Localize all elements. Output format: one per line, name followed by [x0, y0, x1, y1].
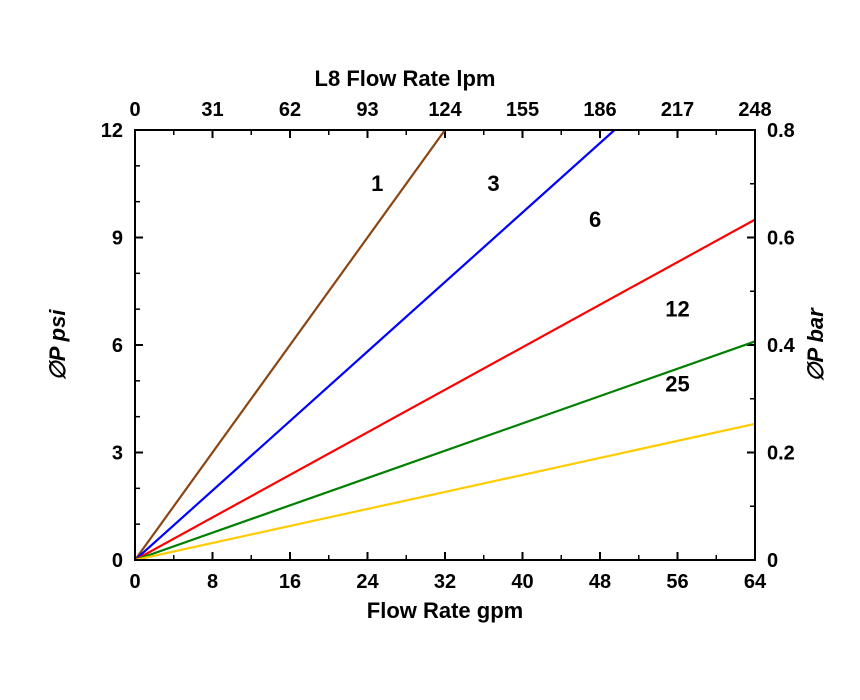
- chart-container: 0816243240485664Flow Rate gpm03162931241…: [0, 0, 860, 700]
- x-bottom-label: Flow Rate gpm: [367, 598, 523, 623]
- x-bottom-tick-label: 40: [511, 571, 533, 593]
- y-left-tick-label: 0: [112, 550, 123, 572]
- y-right-tick-label: 0.8: [767, 120, 795, 142]
- x-bottom-tick-label: 0: [129, 571, 140, 593]
- series-label-25: 25: [665, 372, 689, 397]
- series-label-6: 6: [589, 207, 601, 232]
- x-top-tick-label: 217: [661, 99, 694, 121]
- x-top-tick-label: 124: [428, 99, 462, 121]
- x-top-tick-label: 62: [279, 99, 301, 121]
- series-label-1: 1: [371, 171, 383, 196]
- y-left-label: ∅P psi: [45, 309, 70, 381]
- x-top-tick-label: 248: [738, 99, 771, 121]
- y-right-tick-label: 0.2: [767, 443, 795, 465]
- x-bottom-tick-label: 48: [589, 571, 611, 593]
- y-right-tick-label: 0.6: [767, 228, 795, 250]
- plot-border: [135, 130, 755, 560]
- y-right-tick-label: 0: [767, 550, 778, 572]
- x-bottom-tick-label: 32: [434, 571, 456, 593]
- pressure-flow-chart: 0816243240485664Flow Rate gpm03162931241…: [0, 0, 860, 700]
- y-left-tick-label: 6: [112, 335, 123, 357]
- x-bottom-tick-label: 16: [279, 571, 301, 593]
- x-top-tick-label: 93: [356, 99, 378, 121]
- x-top-tick-label: 186: [583, 99, 616, 121]
- y-right-tick-label: 0.4: [767, 335, 796, 357]
- y-left-tick-label: 9: [112, 228, 123, 250]
- x-top-tick-label: 31: [201, 99, 223, 121]
- x-top-tick-label: 0: [129, 99, 140, 121]
- x-bottom-tick-label: 24: [356, 571, 379, 593]
- y-right-label: ∅P bar: [803, 307, 828, 382]
- x-top-tick-label: 155: [506, 99, 539, 121]
- x-bottom-tick-label: 56: [666, 571, 688, 593]
- series-label-12: 12: [665, 296, 689, 321]
- top-title: L8 Flow Rate lpm: [315, 66, 496, 91]
- y-left-tick-label: 3: [112, 443, 123, 465]
- y-left-tick-label: 12: [101, 120, 123, 142]
- series-label-3: 3: [487, 171, 499, 196]
- x-bottom-tick-label: 8: [207, 571, 218, 593]
- x-bottom-tick-label: 64: [744, 571, 767, 593]
